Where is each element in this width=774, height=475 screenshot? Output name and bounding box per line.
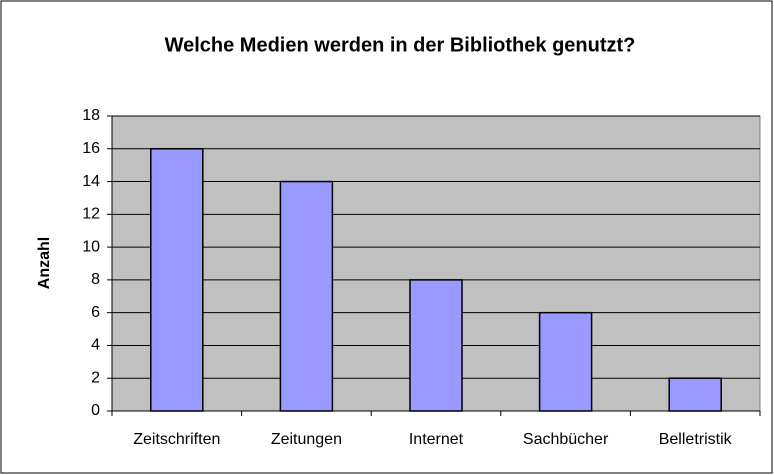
x-tick-label: Sachbücher [523, 431, 609, 448]
bar [538, 311, 593, 412]
x-tick-label: Zeitschriften [133, 431, 220, 448]
y-tick-label: 18 [82, 107, 100, 124]
x-tick-label: Internet [409, 431, 464, 448]
y-tick-label: 16 [82, 140, 100, 157]
bar [668, 377, 722, 412]
y-tick-label: 14 [82, 173, 100, 190]
y-tick-label: 8 [91, 271, 100, 288]
chart-title: Welche Medien werden in der Bibliothek g… [165, 34, 636, 56]
y-tick-label: 2 [91, 369, 100, 386]
x-tick-label: Belletristik [659, 431, 733, 448]
x-tick-label: Zeitungen [271, 431, 342, 448]
y-tick-label: 4 [91, 337, 100, 354]
y-axis-label: Anzahl [36, 237, 53, 289]
y-tick-label: 0 [91, 402, 100, 419]
bar [150, 148, 204, 412]
y-tick-label: 6 [91, 304, 100, 321]
bar [409, 279, 463, 412]
y-tick-label: 12 [82, 206, 100, 223]
bar [279, 180, 334, 412]
y-tick-label: 10 [82, 238, 100, 255]
